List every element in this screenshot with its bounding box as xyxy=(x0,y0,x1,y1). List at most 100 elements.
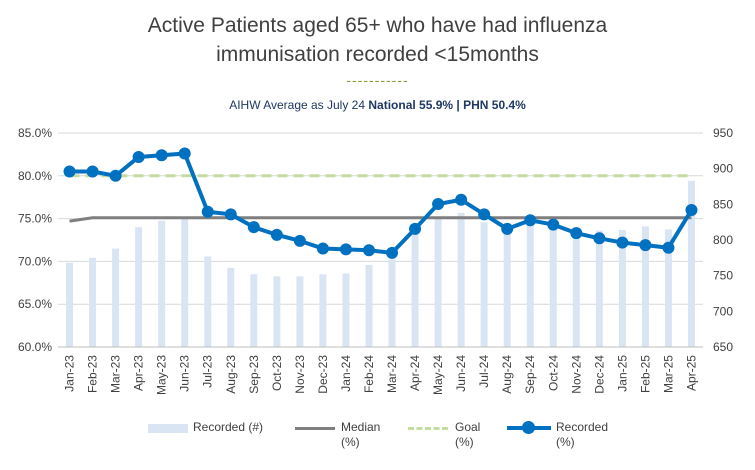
y-right-tick-label: 900 xyxy=(713,162,733,176)
recorded-point xyxy=(409,222,422,235)
recorded-point xyxy=(293,234,306,247)
legend-label-median-2: (%) xyxy=(341,435,360,449)
legend-swatch-bar xyxy=(148,424,188,433)
recorded-point xyxy=(155,149,168,162)
y-left-tick-label: 60.0% xyxy=(18,340,52,354)
x-tick-label: Dec-24 xyxy=(592,355,606,394)
recorded-point xyxy=(132,150,145,163)
recorded-point xyxy=(478,208,491,221)
y-left-tick-label: 70.0% xyxy=(18,254,52,268)
legend-swatch-median xyxy=(295,427,335,430)
title-decoration: ----------- xyxy=(346,72,409,88)
bar xyxy=(135,227,143,347)
recorded-point xyxy=(524,214,537,227)
x-tick-label: Mar-25 xyxy=(661,355,675,393)
bar xyxy=(664,229,672,347)
recorded-point xyxy=(201,205,214,218)
chart-title-line-2: immunisation recorded <15months xyxy=(216,43,539,66)
bar xyxy=(526,220,534,347)
x-tick-label: Aug-24 xyxy=(500,355,514,394)
bar xyxy=(204,256,212,347)
legend-label-goal: Goal (%) xyxy=(455,420,480,450)
recorded-point xyxy=(593,232,606,245)
y-left-tick-label: 75.0% xyxy=(18,212,52,226)
recorded-point xyxy=(86,165,99,178)
chart-title-line-1: Active Patients aged 65+ who have had in… xyxy=(147,14,608,37)
bar xyxy=(549,222,557,347)
bar xyxy=(89,257,97,347)
y-right-tick-label: 950 xyxy=(713,126,733,140)
legend-label-goal-1: Goal xyxy=(455,420,481,434)
subtitle-phn: PHN 50.4% xyxy=(463,98,526,112)
x-tick-label: Sep-24 xyxy=(523,355,537,394)
x-tick-label: Feb-23 xyxy=(86,355,100,393)
y-right-tick-label: 650 xyxy=(713,340,733,354)
x-tick-label: Jan-25 xyxy=(615,355,629,392)
legend-label-goal-2: (%) xyxy=(455,435,474,449)
legend-label-recorded-count: Recorded (#) xyxy=(193,420,264,434)
x-tick-label: Oct-24 xyxy=(546,355,560,391)
bar xyxy=(641,226,649,347)
bar xyxy=(319,274,327,347)
recorded-point xyxy=(432,198,445,211)
recorded-point xyxy=(362,244,375,257)
bar xyxy=(572,227,580,347)
legend-swatch-recorded-marker xyxy=(522,421,535,434)
x-tick-label: Feb-25 xyxy=(638,355,652,393)
legend-label-recorded-pct-2: (%) xyxy=(556,435,575,449)
bar xyxy=(66,262,74,347)
x-tick-label: Nov-24 xyxy=(569,355,583,394)
recorded-point xyxy=(63,165,76,178)
bar xyxy=(250,274,258,347)
x-tick-label: Mar-23 xyxy=(109,355,123,393)
y-left-tick-label: 80.0% xyxy=(18,169,52,183)
bar xyxy=(434,216,442,347)
x-tick-label: May-24 xyxy=(431,355,445,395)
recorded-point xyxy=(316,242,329,255)
legend-label-recorded-pct-1: Recorded xyxy=(556,420,609,434)
bar xyxy=(181,217,189,347)
recorded-point xyxy=(570,227,583,240)
subtitle-prefix: AIHW Average as July 24 xyxy=(229,98,369,112)
legend-label-median-1: Median xyxy=(341,420,381,434)
legend-label-recorded-pct: Recorded (%) xyxy=(556,420,608,450)
x-tick-label: Jun-23 xyxy=(178,355,192,392)
x-tick-label: Aug-23 xyxy=(224,355,238,394)
median-line xyxy=(69,216,692,223)
recorded-point xyxy=(685,204,698,217)
x-tick-label: Jul-23 xyxy=(201,355,215,388)
bar xyxy=(457,212,465,347)
recorded-point xyxy=(662,241,675,254)
bar xyxy=(503,227,511,347)
bar xyxy=(365,264,373,347)
x-tick-label: May-23 xyxy=(155,355,169,395)
y-left-tick-label: 85.0% xyxy=(18,126,52,140)
x-tick-label: Feb-24 xyxy=(362,355,376,393)
recorded-point xyxy=(224,208,237,221)
y-right-tick-label: 700 xyxy=(713,304,733,318)
legend: Recorded (#) Median (%) Goal (%) Recorded(… xyxy=(0,420,755,460)
subtitle-national: National 55.9% xyxy=(368,98,454,112)
y-left-tick-label: 65.0% xyxy=(18,297,52,311)
bar xyxy=(687,180,695,347)
recorded-point xyxy=(109,169,122,182)
bar xyxy=(112,248,120,347)
y-right-tick-label: 850 xyxy=(713,197,733,211)
recorded-point xyxy=(616,236,629,249)
x-tick-label: Apr-24 xyxy=(408,355,422,391)
x-tick-label: Nov-23 xyxy=(293,355,307,394)
x-tick-label: Jun-24 xyxy=(454,355,468,392)
bar xyxy=(480,222,488,347)
x-tick-label: Dec-23 xyxy=(316,355,330,394)
recorded-point xyxy=(455,193,468,206)
bar xyxy=(158,220,166,347)
subtitle-separator: | xyxy=(453,98,464,112)
legend-label-median: Median (%) xyxy=(341,420,380,450)
x-tick-label: Apr-23 xyxy=(132,355,146,391)
bar xyxy=(296,276,304,347)
bar xyxy=(618,230,626,347)
x-tick-label: Mar-24 xyxy=(385,355,399,393)
y-right-tick-label: 750 xyxy=(713,269,733,283)
recorded-point xyxy=(270,228,283,241)
